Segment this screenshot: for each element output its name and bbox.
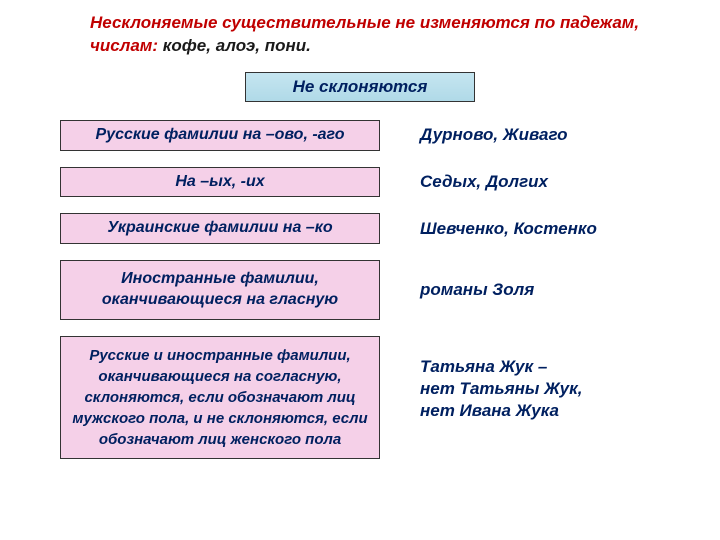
rule-example: романы Золя [420, 279, 534, 301]
title-box: Не склоняются [245, 72, 475, 102]
rule-example: Дурново, Живаго [420, 124, 568, 146]
rule-example: Татьяна Жук –нет Татьяны Жук,нет Ивана Ж… [420, 356, 582, 422]
rule-row: Украинские фамилии на –ко Шевченко, Кост… [60, 213, 720, 244]
rule-box: Украинские фамилии на –ко [60, 213, 380, 244]
rule-row: На –ых, -их Седых, Долгих [60, 167, 720, 198]
rule-box: На –ых, -их [60, 167, 380, 198]
rule-row: Русские и иностранные фамилии, оканчиваю… [60, 336, 720, 459]
rule-example: Шевченко, Костенко [420, 218, 597, 240]
header: Несклоняемые существительные не изменяют… [0, 0, 720, 66]
rules-list: Русские фамилии на –ово, -аго Дурново, Ж… [0, 120, 720, 459]
rule-example: Седых, Долгих [420, 171, 548, 193]
rule-box: Русские и иностранные фамилии, оканчиваю… [60, 336, 380, 459]
rule-row: Русские фамилии на –ово, -аго Дурново, Ж… [60, 120, 720, 151]
rule-box: Русские фамилии на –ово, -аго [60, 120, 380, 151]
rule-box: Иностранные фамилии, оканчивающиеся на г… [60, 260, 380, 320]
header-dark-text: кофе, алоэ, пони. [163, 36, 311, 55]
rule-row: Иностранные фамилии, оканчивающиеся на г… [60, 260, 720, 320]
